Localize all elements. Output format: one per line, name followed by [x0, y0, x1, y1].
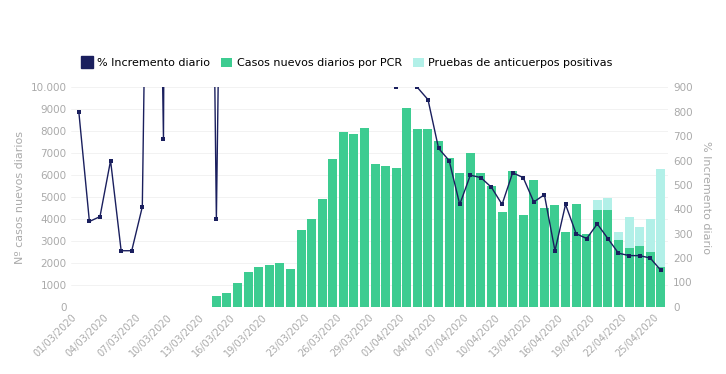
Bar	[571, 204, 581, 307]
Bar	[645, 252, 655, 307]
Bar	[222, 292, 232, 307]
Bar	[593, 200, 602, 210]
Bar	[508, 171, 517, 307]
Bar	[212, 296, 221, 307]
Bar	[265, 265, 274, 307]
Bar	[645, 219, 655, 252]
Bar	[518, 215, 528, 307]
Bar	[529, 180, 538, 307]
Bar	[624, 248, 634, 307]
Bar	[476, 173, 486, 307]
Bar	[328, 159, 338, 307]
Bar	[286, 270, 295, 307]
Bar	[360, 128, 369, 307]
Bar	[624, 217, 634, 248]
Bar	[318, 199, 327, 307]
Y-axis label: % Incremento diario: % Incremento diario	[701, 141, 711, 254]
Bar	[434, 141, 443, 307]
Bar	[402, 108, 412, 307]
Bar	[296, 230, 306, 307]
Bar	[381, 166, 390, 307]
Bar	[656, 267, 665, 307]
Bar	[487, 186, 496, 307]
Bar	[497, 212, 507, 307]
Bar	[466, 153, 475, 307]
Bar	[561, 232, 570, 307]
Bar	[614, 232, 623, 240]
Bar	[593, 210, 602, 307]
Bar	[603, 198, 612, 210]
Bar	[444, 158, 454, 307]
Bar	[635, 227, 644, 246]
Bar	[392, 168, 401, 307]
Bar	[349, 134, 359, 307]
Bar	[307, 219, 316, 307]
Y-axis label: Nº casos nuevos diarios: Nº casos nuevos diarios	[15, 131, 25, 264]
Bar	[540, 208, 549, 307]
Bar	[550, 205, 560, 307]
Bar	[455, 173, 464, 307]
Bar	[603, 210, 612, 307]
Legend: % Incremento diario, Casos nuevos diarios por PCR, Pruebas de anticuerpos positi: % Incremento diario, Casos nuevos diario…	[77, 53, 617, 73]
Bar	[423, 129, 433, 307]
Bar	[339, 132, 348, 307]
Bar	[413, 129, 422, 307]
Bar	[233, 283, 242, 307]
Bar	[582, 234, 591, 307]
Bar	[614, 240, 623, 307]
Bar	[244, 272, 253, 307]
Bar	[370, 164, 380, 307]
Bar	[254, 267, 264, 307]
Bar	[635, 246, 644, 307]
Bar	[656, 169, 665, 267]
Bar	[275, 263, 285, 307]
